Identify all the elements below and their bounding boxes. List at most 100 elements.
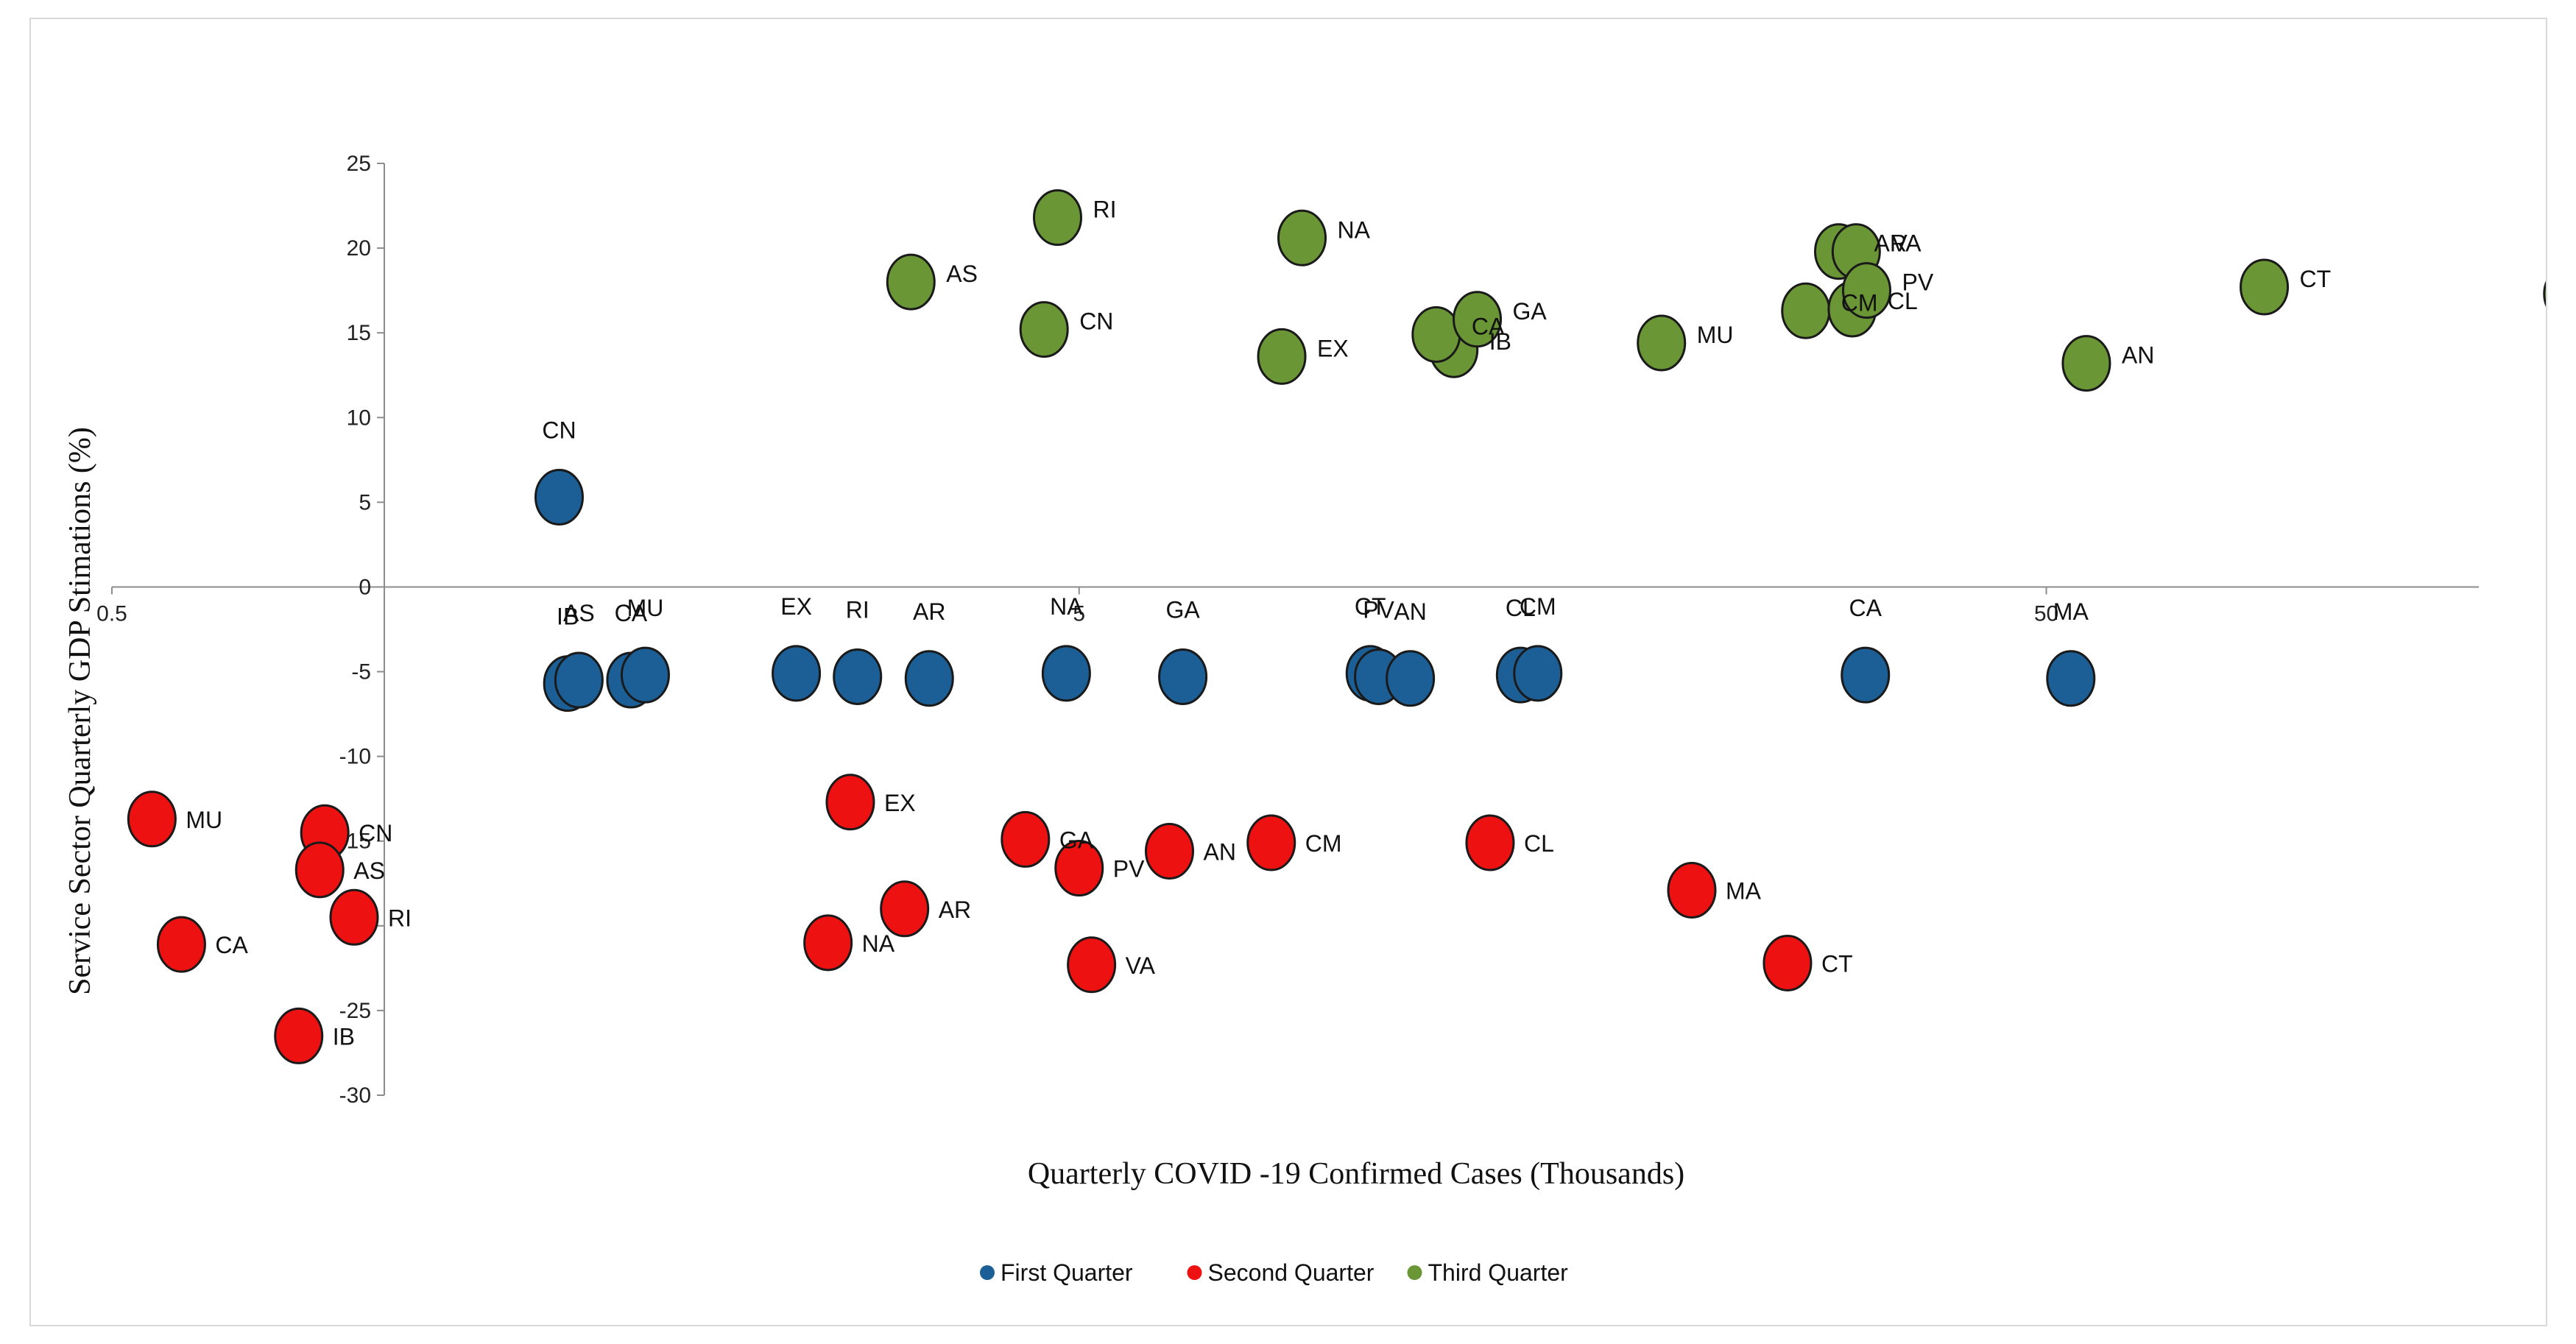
- legend-marker: [1407, 1265, 1422, 1280]
- y-tick-label: 5: [359, 490, 371, 514]
- data-point: [1041, 645, 1091, 702]
- data-point-label: MU: [627, 595, 664, 621]
- y-tick-label: -30: [339, 1083, 371, 1108]
- y-tick-label: 0: [359, 575, 371, 599]
- data-point: [1001, 810, 1051, 868]
- data-point-label: CM: [1520, 593, 1556, 620]
- data-point: [1762, 934, 1813, 991]
- data-point-label: CT: [2300, 266, 2332, 292]
- data-point: [554, 651, 604, 709]
- data-point-label: GA: [1166, 596, 1201, 623]
- data-point: [1453, 291, 1503, 348]
- data-point-label: PV: [1902, 269, 1934, 296]
- data-point: [1277, 209, 1327, 266]
- data-point: [2240, 258, 2290, 316]
- data-point-label: MA: [2053, 598, 2089, 625]
- data-point-label: CM: [1305, 830, 1342, 857]
- data-point: [1246, 814, 1296, 871]
- data-point-label: NA: [1050, 593, 1083, 620]
- data-point-label: IB: [1489, 328, 1511, 355]
- data-point-label: CT: [1355, 593, 1386, 620]
- data-point: [1019, 301, 1069, 358]
- data-point: [1158, 648, 1208, 705]
- data-point-label: GA: [1059, 827, 1094, 853]
- y-tick-label: -10: [339, 745, 371, 769]
- data-point-label: PV: [1113, 856, 1145, 883]
- data-point-label: CL: [1888, 288, 1918, 314]
- x-tick-label: 0.5: [96, 601, 127, 626]
- data-point-label: PV: [1363, 596, 1394, 623]
- y-tick-label: 15: [347, 321, 371, 345]
- data-point: [329, 888, 379, 946]
- y-tick-label: -5: [351, 660, 371, 685]
- data-point-label: CN: [542, 417, 576, 443]
- data-point-label: AN: [1204, 839, 1236, 866]
- data-point-label: NA: [862, 930, 895, 957]
- data-point-label: CT: [1821, 950, 1853, 977]
- data-point-label: CM: [1841, 289, 1878, 316]
- data-point-label: CL: [1524, 830, 1554, 857]
- data-point: [1386, 650, 1436, 707]
- data-point-label: VA: [1126, 952, 1156, 979]
- data-point: [127, 791, 177, 848]
- data-point: [1067, 936, 1117, 994]
- data-point: [886, 253, 936, 311]
- data-point-label: VA: [1891, 230, 1922, 257]
- data-point: [2061, 335, 2111, 392]
- data-point-label: CA: [1472, 313, 1505, 339]
- legend-label: Third Quarter: [1428, 1259, 1569, 1286]
- legend-marker: [1187, 1265, 1202, 1280]
- data-point-label: IB: [333, 1023, 355, 1050]
- data-point-label: MA: [1726, 877, 1762, 904]
- data-point: [1411, 305, 1461, 363]
- data-point-label: CN: [1079, 308, 1113, 335]
- data-point: [1637, 314, 1687, 372]
- data-point: [1781, 282, 1831, 339]
- y-tick-label: 10: [347, 406, 371, 430]
- data-point-label: AN: [1394, 598, 1426, 625]
- data-point: [156, 916, 206, 973]
- data-point: [1841, 646, 1891, 704]
- data-point: [904, 650, 954, 707]
- data-point: [1145, 823, 1195, 880]
- data-point-label: AS: [563, 600, 595, 626]
- data-point: [833, 648, 883, 705]
- x-axis-title: Quarterly COVID -19 Confirmed Cases (Tho…: [1028, 1157, 1684, 1191]
- data-point: [1842, 262, 1892, 319]
- data-point: [620, 646, 670, 704]
- data-point-label: CN: [359, 820, 392, 846]
- data-point-label: GA: [1513, 298, 1548, 325]
- data-point: [1033, 189, 1083, 247]
- data-point-label: CL: [1506, 595, 1536, 621]
- points-layer: [127, 189, 2546, 1064]
- data-point-label: EX: [780, 593, 812, 620]
- data-point: [534, 468, 584, 526]
- y-axis-title: Service Sector Quarterly GDP Stimations …: [63, 427, 97, 995]
- y-tick-label: 20: [347, 236, 371, 261]
- x-tick-label: 5: [1073, 601, 1085, 626]
- data-point-label: NA: [1338, 216, 1371, 243]
- data-point-label: RI: [388, 905, 412, 931]
- data-point-label: AN: [2122, 342, 2154, 369]
- data-point-label: RI: [1093, 197, 1117, 223]
- data-point: [803, 914, 853, 972]
- data-point: [1513, 645, 1563, 702]
- data-point: [1257, 328, 1307, 385]
- data-point: [2046, 650, 2096, 707]
- data-point-label: AS: [353, 857, 385, 884]
- data-point-label: CA: [1849, 595, 1882, 621]
- y-tick-label: 25: [347, 152, 371, 176]
- y-tick-label: -25: [339, 999, 371, 1023]
- data-point: [880, 880, 930, 938]
- x-tick-label: 50: [2034, 601, 2058, 626]
- legend-label: First Quarter: [1001, 1259, 1133, 1286]
- data-point: [2543, 280, 2546, 307]
- data-point: [1667, 861, 1717, 919]
- data-point-label: CA: [215, 932, 248, 958]
- data-point-label: AS: [946, 261, 978, 287]
- data-point-label: MU: [1697, 322, 1734, 348]
- data-point-label: EX: [884, 790, 916, 816]
